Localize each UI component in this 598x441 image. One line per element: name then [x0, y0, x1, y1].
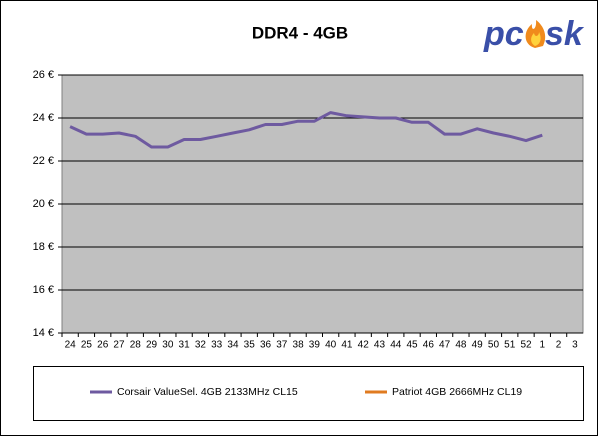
x-tick-label: 35 — [244, 340, 256, 351]
x-tick-label: 28 — [130, 340, 142, 351]
x-tick-label: 44 — [390, 340, 402, 351]
x-tick-label: 30 — [162, 340, 174, 351]
logo: pc sk — [483, 15, 585, 53]
x-tick-label: 39 — [309, 340, 321, 351]
y-tick-label: 14 € — [33, 327, 54, 339]
logo-text: sk — [545, 15, 585, 53]
x-tick-label: 3 — [572, 340, 578, 351]
y-tick-label: 24 € — [33, 112, 54, 124]
x-tick-label: 1 — [540, 340, 546, 351]
logo-text: pc — [483, 15, 524, 53]
y-tick-label: 20 € — [33, 198, 54, 210]
x-tick-label: 34 — [227, 340, 239, 351]
x-tick-label: 49 — [472, 340, 484, 351]
x-tick-label: 26 — [97, 340, 109, 351]
x-tick-label: 45 — [406, 340, 418, 351]
x-tick-label: 38 — [293, 340, 305, 351]
x-tick-label: 52 — [520, 340, 532, 351]
x-tick-label: 36 — [260, 340, 272, 351]
x-tick-label: 33 — [211, 340, 223, 351]
x-tick-label: 27 — [113, 340, 125, 351]
x-tick-label: 25 — [81, 340, 93, 351]
x-tick-label: 43 — [374, 340, 386, 351]
logo-flame — [531, 32, 541, 46]
legend-label: Corsair ValueSel. 4GB 2133MHz CL15 — [117, 386, 298, 398]
x-tick-label: 46 — [423, 340, 435, 351]
y-tick-label: 26 € — [33, 69, 54, 81]
x-tick-label: 37 — [276, 340, 288, 351]
chart-title: DDR4 - 4GB — [252, 23, 348, 42]
x-tick-label: 31 — [179, 340, 191, 351]
x-tick-label: 32 — [195, 340, 207, 351]
x-tick-label: 41 — [341, 340, 353, 351]
y-tick-label: 18 € — [33, 241, 54, 253]
x-tick-label: 47 — [439, 340, 451, 351]
x-tick-label: 40 — [325, 340, 337, 351]
x-tick-label: 48 — [455, 340, 467, 351]
logo-flame — [525, 20, 546, 48]
legend — [33, 366, 584, 421]
x-tick-label: 42 — [358, 340, 370, 351]
x-tick-label: 29 — [146, 340, 158, 351]
y-tick-label: 16 € — [33, 284, 54, 296]
legend-label: Patriot 4GB 2666MHz CL19 — [392, 386, 522, 398]
x-tick-label: 2 — [556, 340, 562, 351]
series-line — [69, 111, 543, 149]
x-tick-label: 51 — [504, 340, 516, 351]
y-tick-label: 22 € — [33, 155, 54, 167]
x-tick-label: 24 — [65, 340, 77, 351]
x-tick-label: 50 — [488, 340, 500, 351]
